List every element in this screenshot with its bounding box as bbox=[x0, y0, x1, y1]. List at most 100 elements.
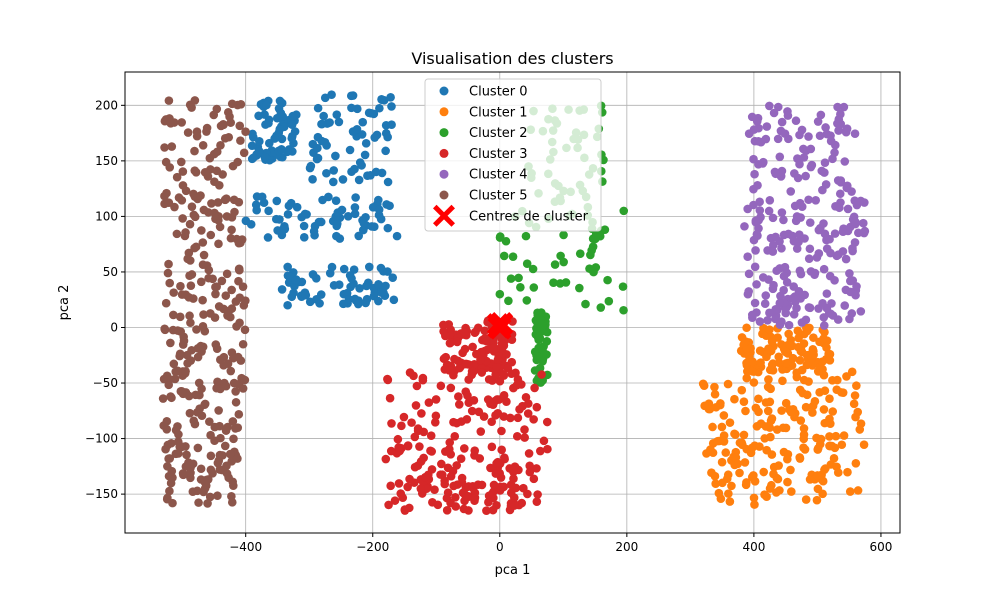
scatter-point bbox=[835, 189, 845, 199]
scatter-point bbox=[360, 150, 370, 160]
scatter-point bbox=[460, 327, 469, 337]
scatter-point bbox=[507, 369, 516, 379]
scatter-point bbox=[525, 467, 535, 477]
scatter-point bbox=[542, 417, 552, 427]
scatter-point bbox=[272, 196, 282, 206]
y-tick-label: 200 bbox=[95, 98, 118, 112]
scatter-point bbox=[170, 202, 179, 212]
scatter-point bbox=[775, 298, 785, 308]
scatter-point bbox=[754, 394, 763, 404]
scatter-point bbox=[167, 142, 177, 151]
scatter-point bbox=[850, 129, 860, 139]
scatter-point bbox=[386, 93, 395, 102]
scatter-point bbox=[750, 500, 759, 509]
scatter-point bbox=[214, 302, 224, 311]
scatter-point bbox=[199, 205, 209, 215]
scatter-point bbox=[710, 382, 719, 392]
scatter-point bbox=[499, 251, 509, 261]
scatter-point bbox=[362, 281, 371, 291]
scatter-point bbox=[514, 273, 523, 283]
scatter-point bbox=[495, 289, 505, 299]
scatter-point bbox=[529, 474, 539, 484]
scatter-point bbox=[219, 352, 229, 362]
scatter-point bbox=[755, 206, 765, 215]
scatter-point bbox=[768, 359, 778, 368]
series-cluster-3 bbox=[381, 316, 552, 516]
legend-label: Cluster 1 bbox=[469, 105, 528, 120]
scatter-point bbox=[187, 103, 196, 112]
scatter-point bbox=[858, 218, 868, 228]
scatter-point bbox=[751, 246, 760, 255]
scatter-point bbox=[537, 370, 546, 379]
scatter-point bbox=[758, 159, 768, 168]
scatter-point bbox=[171, 367, 181, 376]
scatter-point bbox=[775, 152, 785, 162]
scatter-point bbox=[825, 356, 835, 365]
scatter-point bbox=[196, 464, 206, 474]
scatter-point bbox=[165, 278, 175, 288]
scatter-point bbox=[247, 141, 257, 151]
scatter-point bbox=[767, 337, 777, 346]
scatter-point bbox=[763, 382, 773, 392]
scatter-point bbox=[219, 120, 228, 130]
scatter-point bbox=[161, 157, 171, 167]
scatter-point bbox=[529, 415, 538, 424]
scatter-point bbox=[473, 480, 483, 489]
scatter-point bbox=[780, 262, 790, 272]
scatter-point bbox=[189, 189, 198, 199]
scatter-point bbox=[383, 132, 392, 142]
scatter-point bbox=[229, 378, 239, 388]
scatter-point bbox=[730, 394, 739, 404]
scatter-point bbox=[520, 425, 529, 434]
scatter-point bbox=[199, 487, 208, 497]
scatter-point bbox=[167, 438, 176, 448]
scatter-point bbox=[846, 287, 855, 297]
scatter-point bbox=[852, 282, 861, 291]
scatter-point bbox=[383, 267, 392, 276]
scatter-point bbox=[756, 419, 766, 428]
scatter-point bbox=[521, 231, 531, 241]
scatter-point bbox=[796, 269, 806, 279]
scatter-point bbox=[361, 298, 370, 308]
scatter-point bbox=[522, 296, 532, 305]
scatter-point bbox=[204, 273, 213, 283]
scatter-point bbox=[225, 449, 235, 459]
scatter-point bbox=[226, 366, 236, 376]
scatter-point bbox=[396, 489, 406, 498]
scatter-point bbox=[493, 355, 503, 364]
scatter-point bbox=[822, 343, 831, 352]
scatter-point bbox=[469, 396, 479, 405]
scatter-point bbox=[522, 259, 532, 269]
scatter-point bbox=[777, 208, 787, 217]
scatter-point bbox=[749, 200, 758, 210]
scatter-point bbox=[236, 238, 245, 248]
scatter-point bbox=[764, 345, 774, 355]
scatter-point bbox=[441, 331, 450, 341]
scatter-point bbox=[160, 324, 169, 334]
scatter-point bbox=[334, 280, 344, 290]
scatter-point bbox=[502, 397, 511, 406]
legend: Cluster 0 Cluster 1 Cluster 2 Cluster 3 Clus… bbox=[424, 78, 602, 232]
scatter-point bbox=[163, 493, 172, 503]
scatter-point bbox=[229, 434, 238, 444]
scatter-point bbox=[484, 375, 494, 384]
scatter-point bbox=[833, 102, 842, 112]
series-cluster-5 bbox=[158, 96, 250, 508]
scatter-point bbox=[357, 161, 366, 170]
scatter-point bbox=[185, 219, 195, 229]
scatter-point bbox=[184, 391, 194, 401]
x-axis-label: pca 1 bbox=[495, 563, 531, 578]
scatter-point bbox=[376, 214, 386, 224]
scatter-point bbox=[815, 131, 825, 141]
scatter-point bbox=[740, 222, 749, 231]
scatter-point bbox=[800, 290, 809, 300]
scatter-point bbox=[187, 202, 197, 211]
scatter-point bbox=[255, 137, 264, 146]
scatter-point bbox=[532, 497, 542, 506]
scatter-point bbox=[789, 236, 799, 246]
scatter-point bbox=[467, 367, 477, 376]
scatter-point bbox=[383, 177, 393, 187]
scatter-point bbox=[835, 203, 844, 213]
scatter-point bbox=[222, 212, 232, 221]
scatter-point bbox=[717, 422, 727, 432]
